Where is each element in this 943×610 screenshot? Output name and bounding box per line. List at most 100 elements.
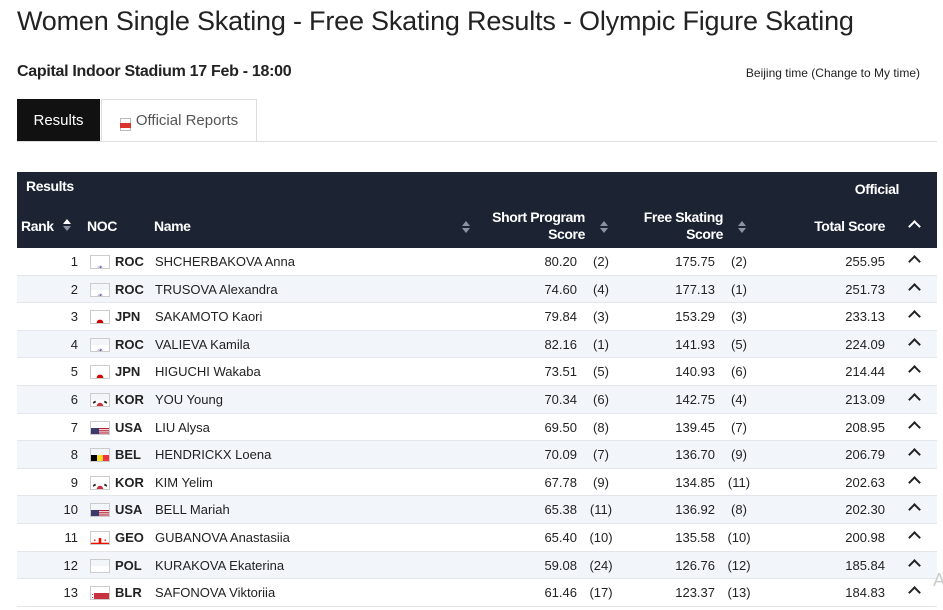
tab-official-reports-label: Official Reports — [135, 112, 239, 129]
expand-row-toggle[interactable] — [906, 414, 922, 441]
athlete-name[interactable]: SAKAMOTO Kaori — [155, 309, 263, 325]
table-row[interactable]: 10 USA BELL Mariah 65.38 (11) 136.92 (8) 202.30 — [17, 496, 937, 524]
free-skating-rank: (7) — [731, 419, 747, 435]
table-row[interactable]: 12 POL KURAKOVA Ekaterina 59.08 (24) 126.76 (1… — [17, 551, 937, 580]
athlete-name[interactable]: SAFONOVA Viktoriia — [155, 585, 276, 601]
flag-kor-icon — [90, 392, 110, 407]
timezone-link[interactable]: Beijing time (Change to My time) — [745, 66, 920, 80]
short-program-score: 82.16 — [544, 336, 577, 352]
athlete-name[interactable]: YOU Young — [155, 391, 223, 407]
expand-row-toggle[interactable] — [906, 386, 922, 413]
short-program-rank: (1) — [593, 336, 609, 352]
free-skating-rank: (1) — [731, 281, 747, 297]
rank-header[interactable]: Rank — [21, 218, 72, 234]
athlete-name[interactable]: LIU Alysa — [155, 419, 210, 435]
rank-cell: 8 — [70, 447, 78, 463]
rank-cell: 7 — [70, 419, 78, 435]
table-row[interactable]: 1 ROC SHCHERBAKOVA Anna 80.20 (2) 175.75 (2) 25… — [17, 248, 937, 276]
rank-cell: 11 — [64, 529, 79, 545]
table-header: Results Official Rank NOC Name Short Pro… — [17, 172, 937, 248]
chevron-up-icon — [907, 365, 921, 379]
table-body: 1 ROC SHCHERBAKOVA Anna 80.20 (2) 175.75 (2) 25… — [17, 248, 937, 607]
athlete-name[interactable]: BELL Mariah — [155, 502, 230, 518]
expand-row-toggle[interactable] — [906, 524, 922, 551]
expand-row-toggle[interactable] — [906, 579, 922, 606]
table-row[interactable]: 5 JPN HIGUCHI Wakaba 73.51 (5) 140.93 (6) 214.4… — [17, 358, 937, 386]
collapse-all-toggle[interactable] — [906, 218, 922, 234]
expand-row-toggle[interactable] — [906, 331, 922, 358]
table-row[interactable]: 2 ROC TRUSOVA Alexandra 74.60 (4) 177.13 (1) 25… — [17, 275, 937, 304]
expand-row-toggle[interactable] — [906, 552, 922, 579]
total-score: 213.09 — [845, 391, 885, 407]
free-skating-score: 136.70 — [675, 447, 715, 463]
athlete-name[interactable]: HENDRICKX Loena — [155, 447, 272, 463]
tab-official-reports[interactable]: Official Reports — [101, 99, 257, 141]
athlete-name[interactable]: SHCHERBAKOVA Anna — [155, 254, 295, 269]
table-row[interactable]: 6 KOR YOU Young 70.34 (6) 142.75 (4) 213.09 — [17, 385, 937, 414]
flag-pol-icon — [90, 558, 110, 573]
noc-cell: ROC — [115, 254, 144, 269]
rank-cell: 9 — [70, 474, 78, 490]
pdf-icon — [119, 117, 131, 131]
noc-cell: ROC — [115, 336, 144, 352]
short-program-score: 73.51 — [544, 364, 577, 380]
total-score: 208.95 — [845, 419, 885, 435]
total-score: 202.30 — [845, 502, 885, 518]
athlete-name[interactable]: TRUSOVA Alexandra — [155, 281, 278, 297]
chevron-up-icon — [907, 503, 921, 517]
tab-results[interactable]: Results — [17, 99, 100, 141]
total-score: 255.95 — [845, 254, 885, 269]
free-skating-score: 135.58 — [675, 529, 715, 545]
page-title: Women Single Skating - Free Skating Resu… — [17, 6, 854, 36]
flag-roc-icon — [90, 337, 110, 352]
noc-cell: USA — [115, 419, 143, 435]
expand-row-toggle[interactable] — [906, 469, 922, 496]
short-program-rank: (17) — [589, 585, 613, 601]
chevron-up-icon — [907, 255, 921, 268]
name-sort-icon[interactable] — [462, 221, 470, 233]
rank-cell: 3 — [70, 309, 78, 325]
expand-row-toggle[interactable] — [906, 441, 922, 468]
name-header: Name — [154, 218, 191, 234]
table-row[interactable]: 3 JPN SAKAMOTO Kaori 79.84 (3) 153.29 (3) 233.1… — [17, 303, 937, 331]
total-score: 206.79 — [845, 447, 885, 463]
athlete-name[interactable]: KIM Yelim — [155, 474, 213, 490]
expand-row-toggle[interactable] — [906, 496, 922, 523]
noc-cell: KOR — [115, 391, 144, 407]
noc-header: NOC — [87, 218, 117, 234]
expand-row-toggle[interactable] — [906, 358, 922, 385]
rank-cell: 12 — [63, 557, 78, 573]
free-skating-rank: (5) — [731, 336, 747, 352]
free-skating-sort-icon[interactable] — [738, 221, 746, 233]
athlete-name[interactable]: VALIEVA Kamila — [155, 336, 250, 352]
table-row[interactable]: 8 BEL HENDRICKX Loena 70.09 (7) 136.70 (9) 206.… — [17, 441, 937, 469]
table-row[interactable]: 9 KOR KIM Yelim 67.78 (9) 134.85 (11) 202.63 — [17, 469, 937, 497]
official-status: Official — [854, 181, 900, 197]
expand-row-toggle[interactable] — [906, 248, 922, 275]
expand-row-toggle[interactable] — [906, 303, 922, 330]
athlete-name[interactable]: KURAKOVA Ekaterina — [155, 557, 285, 573]
free-skating-rank: (6) — [731, 364, 747, 380]
short-program-score: 61.46 — [544, 585, 577, 601]
table-row[interactable]: 13 BLR SAFONOVA Viktoriia 61.46 (17) 123.37 (1… — [17, 579, 937, 607]
chevron-up-icon — [907, 586, 921, 599]
athlete-name[interactable]: HIGUCHI Wakaba — [155, 364, 261, 380]
noc-cell: POL — [115, 557, 142, 573]
noc-cell: BEL — [115, 447, 141, 463]
chevron-up-icon — [907, 310, 921, 324]
table-row[interactable]: 7 USA LIU Alysa 69.50 (8) 139.45 (7) 208.95 — [17, 414, 937, 442]
rank-cell: 1 — [70, 254, 78, 269]
free-skating-rank: (13) — [727, 585, 751, 601]
short-program-sort-icon[interactable] — [600, 221, 608, 233]
noc-cell: KOR — [115, 474, 144, 490]
short-program-score: 59.08 — [544, 557, 577, 573]
table-row[interactable]: 11 GEO GUBANOVA Anastasiia 65.40 (10) 135.58 (… — [17, 524, 937, 552]
tab-results-label: Results — [33, 111, 84, 129]
short-program-rank: (9) — [593, 474, 609, 490]
athlete-name[interactable]: GUBANOVA Anastasiia — [155, 529, 290, 545]
expand-row-toggle[interactable] — [906, 276, 922, 303]
sort-icon[interactable] — [63, 219, 72, 231]
flag-blr-icon — [90, 586, 110, 601]
short-program-score: 70.34 — [544, 391, 577, 407]
table-row[interactable]: 4 ROC VALIEVA Kamila 82.16 (1) 141.93 (5) 224.0… — [17, 330, 937, 359]
